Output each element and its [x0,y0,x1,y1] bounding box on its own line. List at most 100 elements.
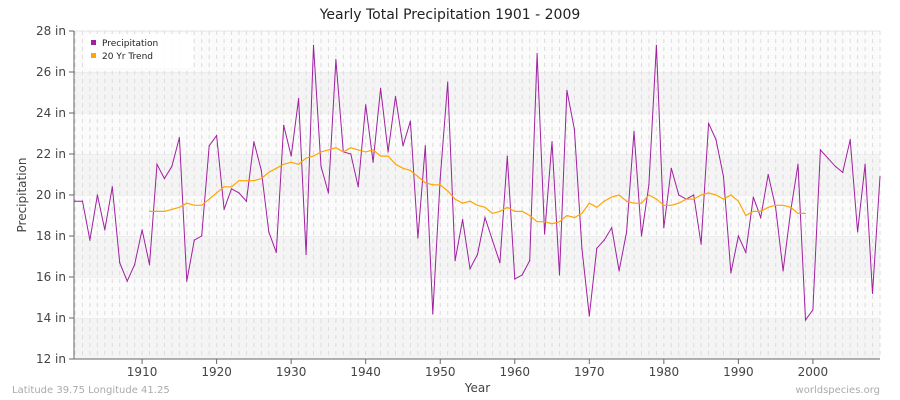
data-point [402,167,404,169]
data-point [447,190,449,192]
data-point [536,52,538,55]
data-point [372,149,374,151]
data-point [298,98,300,100]
data-point [558,274,561,276]
data-point [238,192,240,194]
data-point [775,204,777,206]
data-point [342,151,344,153]
data-point [506,155,508,157]
data-point [618,270,620,272]
data-point [178,137,180,139]
data-point [730,194,732,196]
x-tick-label: 1910 [127,365,158,379]
data-point [506,206,508,208]
data-point [439,178,441,180]
data-point [365,104,367,106]
data-point [491,239,494,241]
data-point [864,163,866,165]
data-point [402,145,404,147]
data-point [327,149,330,151]
data-point [484,206,486,208]
data-point [186,202,188,204]
data-point [655,44,657,46]
data-point [745,251,747,253]
data-point [148,210,151,212]
data-point [566,214,568,217]
data-point [380,87,382,89]
data-point [670,167,672,169]
data-point [387,155,389,157]
data-point [707,122,710,124]
data-point [417,175,419,178]
data-point [819,149,821,151]
data-point [409,120,412,122]
data-point [432,313,434,315]
data-point [611,196,613,198]
data-point [514,210,516,212]
x-axis-label: Year [464,381,490,395]
data-point [543,221,546,223]
data-point [89,239,91,241]
data-point [603,239,605,241]
data-point [812,309,814,311]
data-point [156,210,158,212]
data-point [834,165,836,167]
data-point [685,198,687,200]
data-point [327,192,330,194]
data-point [298,163,300,165]
data-point [305,253,307,256]
data-point [745,214,747,217]
data-point [596,247,598,249]
data-point [424,182,426,184]
data-point [551,141,553,143]
data-point [782,204,784,206]
data-point [193,204,195,206]
data-point [633,202,635,204]
data-point [521,274,523,276]
data-point [775,206,777,208]
data-point [633,130,635,133]
data-point [879,175,881,178]
data-point [216,192,218,194]
data-point [715,194,717,196]
data-point [134,264,136,266]
data-point [499,262,501,264]
data-point [290,155,292,157]
data-point [715,139,717,141]
data-point [268,231,270,233]
y-tick-label: 20 in [36,188,66,202]
data-point [640,235,643,237]
data-point [476,204,479,206]
data-point [81,200,84,202]
data-point [178,206,180,208]
data-point [655,198,657,200]
data-point [611,227,613,229]
data-point [625,200,628,202]
data-point [357,149,359,151]
data-point [208,198,210,200]
data-point [700,194,702,196]
data-point [484,216,486,219]
data-point [283,124,285,126]
data-point [208,145,210,147]
data-point [514,278,516,280]
data-point [849,139,851,141]
data-point [163,210,166,212]
data-point [290,161,292,163]
data-point [678,194,680,196]
data-point [216,134,218,137]
data-point [551,223,553,225]
data-point [275,167,277,169]
data-point [663,227,665,229]
data-point [529,260,531,262]
x-tick-label: 2000 [798,365,829,379]
data-point [260,169,262,171]
data-point [804,319,807,321]
x-tick-label: 1950 [425,365,456,379]
coordinates-label: Latitude 39.75 Longitude 41.25 [12,385,170,396]
y-tick-label: 22 in [36,147,66,161]
data-point [245,200,248,202]
x-tick-label: 1970 [574,365,605,379]
data-point [424,145,426,147]
